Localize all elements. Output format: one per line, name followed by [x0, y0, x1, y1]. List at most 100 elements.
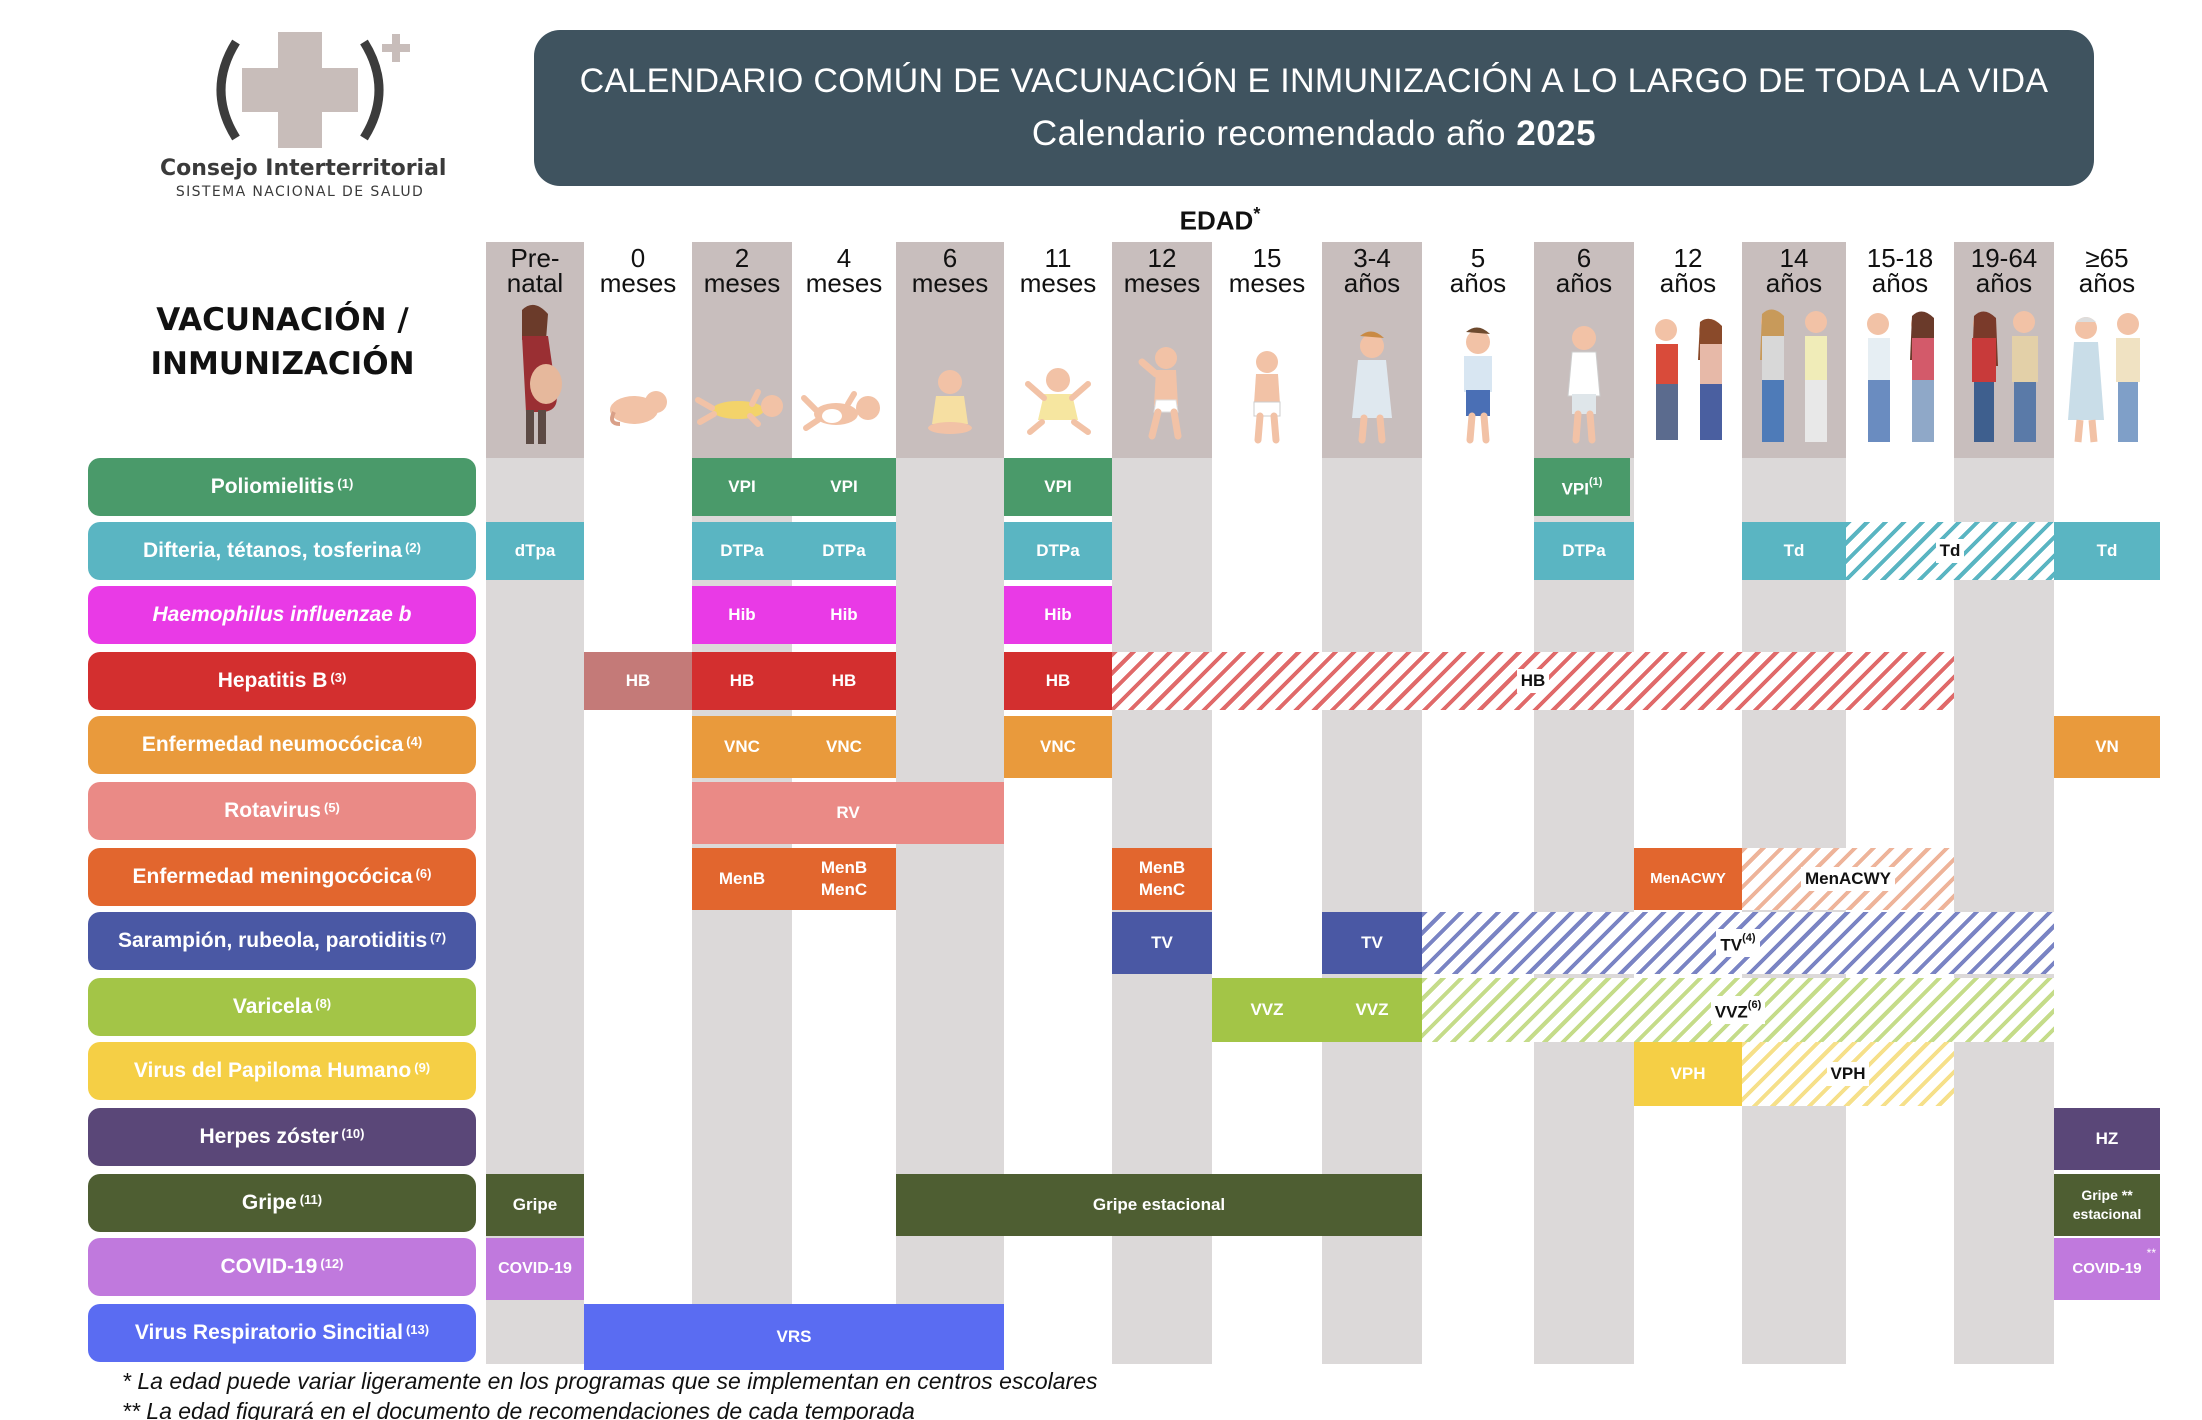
age-label-line2: años: [2078, 268, 2136, 298]
elderly-pair-icon: [2068, 313, 2140, 443]
cell-hb-2m: HB: [692, 652, 792, 710]
cell-label: MenACWY: [1801, 867, 1895, 891]
cell-label: VRS: [776, 1327, 812, 1346]
cell-label: VVZ: [1250, 1000, 1284, 1019]
cell-vvz-3-4a: VVZ: [1322, 978, 1422, 1042]
cell-label: COVID-19: [2072, 1260, 2142, 1277]
vaccine-note: (9): [414, 1059, 431, 1075]
age-label-prenatal: Pre-natal: [486, 245, 584, 296]
cell-line1: Gripe **: [2081, 1186, 2132, 1205]
cell-label: Hib: [1044, 605, 1072, 624]
age-label-line1: 6: [942, 243, 958, 273]
cell-label-1: MenB: [1138, 858, 1186, 877]
row-header-line2: INMUNIZACIÓN: [150, 346, 415, 382]
cell-label: Hib: [830, 605, 858, 624]
cell-covid-65a: ** COVID-19: [2054, 1238, 2160, 1300]
age-label-line2: meses: [1019, 268, 1097, 298]
cell-hb-4m: HB: [792, 652, 896, 710]
age-label-line2: años: [1555, 268, 1613, 298]
cell-label: DTPa: [1562, 541, 1606, 560]
vaccine-label-covid: COVID-19 (12): [88, 1238, 476, 1296]
title-banner: CALENDARIO COMÚN DE VACUNACIÓN E INMUNIZ…: [534, 30, 2094, 186]
footnote-2: ** La edad figurará en el documento de r…: [122, 1398, 915, 1420]
age-label-line2: meses: [1228, 268, 1306, 298]
logo-subtitle: SISTEMA NACIONAL DE SALUD: [175, 184, 425, 200]
cell-rv: RV: [692, 782, 1004, 844]
cell-hib-11m: Hib: [1004, 586, 1112, 644]
cell-label: VPI: [1044, 477, 1072, 496]
header-shade-2-meses: [692, 242, 792, 458]
age-label-line2: meses: [911, 268, 989, 298]
cell-label: VPH: [1826, 1062, 1870, 1086]
vaccine-name: Enfermedad neumocócica: [141, 733, 404, 756]
vaccine-name: Difteria, tétanos, tosferina: [143, 539, 403, 562]
cell-label: HB: [1516, 669, 1550, 693]
vaccine-label-vrs: Virus Respiratorio Sincitial (13): [88, 1304, 476, 1362]
vaccine-label-meningococica: Enfermedad meningocócica (6): [88, 848, 476, 906]
cell-dtpa-2m: DTPa: [692, 522, 792, 580]
cell-label: RV: [836, 803, 860, 822]
adolescents-pair-icon: [1867, 311, 1934, 442]
vaccine-label-hepatitis-b: Hepatitis B (3): [88, 652, 476, 710]
page-subtitle: Calendario recomendado año 2025: [534, 114, 2094, 154]
cell-label: COVID-19: [498, 1260, 572, 1277]
pregnant-woman-icon: [522, 304, 562, 444]
vaccine-name: Gripe: [241, 1191, 297, 1214]
age-label-15-meses: 15 meses: [1212, 245, 1322, 298]
cell-vn-65a: VN: [2054, 716, 2160, 778]
cell-label: HB: [625, 671, 651, 690]
infant-2-months-icon: [695, 389, 783, 427]
age-label-line1: ≥65: [2085, 243, 2129, 273]
logo-name: Consejo Interterritorial: [160, 156, 447, 181]
age-label-2-meses: 2 meses: [692, 245, 792, 296]
header-shade-14-anos: [1742, 242, 1846, 458]
vaccine-note: (4): [406, 733, 423, 749]
age-label-15-18-anos: 15-18 años: [1846, 243, 1954, 296]
age-label-3-4-anos: 3-4 años: [1322, 245, 1422, 296]
vaccine-note: (10): [341, 1125, 365, 1141]
cell-dtpa-6a: DTPa: [1534, 522, 1634, 580]
vaccine-label-difteria: Difteria, tétanos, tosferina (2): [88, 522, 476, 580]
cell-label: Hib: [728, 605, 756, 624]
cell-menb-2m: MenB: [692, 848, 792, 910]
vaccine-name: Virus Respiratorio Sincitial: [134, 1321, 403, 1344]
vaccine-label-neumococica: Enfermedad neumocócica (4): [88, 716, 476, 774]
newborn-icon: [610, 391, 667, 426]
cell-hb-hatched: HB: [1112, 652, 1954, 710]
cell-label: TV: [1720, 935, 1743, 955]
subtitle-text: Calendario recomendado año: [1031, 114, 1517, 153]
cell-gripe-estacional: Gripe estacional: [896, 1174, 1422, 1236]
adults-pair-icon: [1972, 311, 2038, 442]
cell-label: HB: [729, 671, 755, 690]
cell-tv-3-4a: TV: [1322, 912, 1422, 974]
vaccine-note: (2): [405, 539, 421, 555]
vaccine-note: (12): [320, 1255, 344, 1271]
cell-label: Td: [1935, 539, 1965, 563]
cell-label: VNC: [724, 737, 760, 756]
age-label-line2: años: [1765, 268, 1823, 298]
cell-tv-12m: TV: [1112, 912, 1212, 974]
vaccine-name: Poliomielitis: [210, 475, 335, 498]
cell-label: Td: [2096, 541, 2118, 560]
cell-label: HB: [1045, 671, 1071, 690]
age-label-line1: 15-18: [1866, 243, 1934, 273]
cell-menb-menc-12m: MenB MenC: [1112, 848, 1212, 910]
toddler-standing-icon: [1138, 347, 1182, 440]
edad-text: EDAD: [1179, 205, 1254, 236]
year-label: 2025: [1516, 114, 1597, 153]
cell-vnc-11m: VNC: [1004, 716, 1112, 778]
cell-menacwy-hatched: MenACWY: [1742, 848, 1954, 910]
cell-label: MenB: [718, 869, 766, 888]
page-title: CALENDARIO COMÚN DE VACUNACIÓN E INMUNIZ…: [579, 62, 2049, 100]
cell-covid-prenatal: COVID-19: [486, 1238, 584, 1300]
cell-label: DTPa: [822, 541, 866, 560]
consejo-logo: Consejo Interterritorial SISTEMA NACIONA…: [160, 28, 447, 208]
cell-label: VPI: [830, 477, 858, 496]
cell-vpi-11m: VPI: [1004, 458, 1112, 516]
cell-stars: **: [2121, 1187, 2133, 1203]
vaccine-label-gripe: Gripe (11): [88, 1174, 476, 1232]
cell-label: dTpa: [514, 541, 556, 560]
cell-label: Gripe: [512, 1195, 558, 1214]
cell-vnc-2m: VNC: [692, 716, 792, 778]
